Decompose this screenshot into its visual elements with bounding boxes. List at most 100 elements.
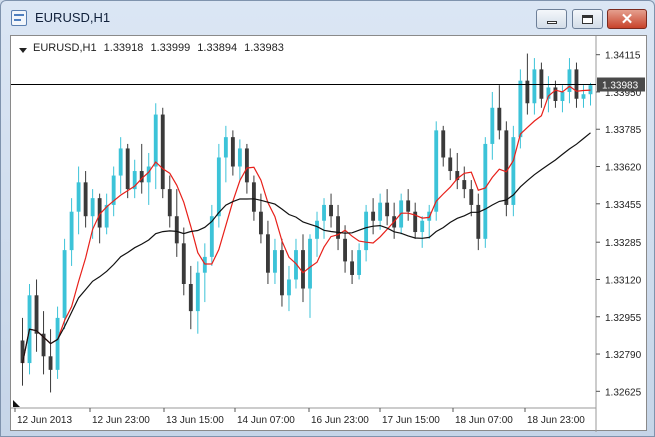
candle-body [230,137,235,167]
slow-moving-average-line [21,132,591,364]
candle-body [308,238,312,289]
candle-body [118,148,123,176]
x-tick-label: 14 Jun 07:00 [237,415,295,426]
candle-body [69,211,74,251]
price-chart[interactable]: 1.34115 1.33950 1.33785 1.33620 1.33455 1.332… [11,36,648,432]
candle-body [111,175,116,205]
candle-body [97,198,102,228]
window-title: EURUSD,H1 [35,10,111,25]
candle-body [329,204,333,217]
candle-body [83,182,88,217]
candle-body [581,94,586,99]
y-tick-label: 1.33950 [605,88,642,99]
y-tick-label: 1.33620 [605,163,642,174]
candle-body [223,137,228,158]
current-price-label: 1.33983 [602,81,639,92]
y-tick-label: 1.33120 [605,275,642,286]
candle-body [209,216,214,257]
candle-body [315,220,319,239]
candle-body [441,130,446,158]
candle-body [90,198,95,217]
candle-body [322,204,326,221]
candle-body [202,256,207,273]
header-low: 1.33894 [197,42,238,54]
candle-body [364,211,369,251]
candle-body [258,211,263,235]
y-tick-label: 1.32625 [605,387,642,398]
candle-body [273,250,277,273]
maximize-button[interactable] [572,9,603,29]
candle-body [385,202,390,217]
header-symbol: EURUSD,H1 [33,42,97,54]
chart-window-icon [11,10,27,26]
maximize-icon [582,14,593,24]
candle-body [287,279,291,296]
close-icon: ✕ [620,10,634,28]
candle-body [146,166,151,183]
y-tick-label: 1.33785 [605,125,642,136]
candle-body [20,340,25,364]
x-tick-label: 17 Jun 15:00 [382,415,440,426]
close-button[interactable]: ✕ [607,9,647,29]
candle-body [525,80,530,104]
candle-body [413,211,418,233]
candle-body [462,180,467,190]
candle-body [104,204,109,228]
candle-body [378,202,383,221]
header-high: 1.33999 [150,42,191,54]
x-tick-label: 13 Jun 15:00 [166,415,224,426]
candle-body [350,261,355,275]
candle-body [357,250,362,275]
current-price-label-bg [597,77,645,92]
candle-body [497,107,502,131]
candle-body [167,189,172,217]
chart-area[interactable]: 1.34115 1.33950 1.33785 1.33620 1.33455 1.332… [10,35,648,432]
minimize-icon [546,20,557,24]
chart-menu-arrow-icon[interactable] [19,48,27,53]
candle-body [41,333,46,357]
candle-body [588,85,593,95]
x-tick-label: 12 Jun 23:00 [92,415,150,426]
candle-body [62,250,67,318]
candle-body [301,250,305,289]
candle-body [567,69,572,92]
x-tick-label: 16 Jun 23:00 [311,415,369,426]
candle-body [188,284,193,312]
candle-body [546,87,551,99]
y-tick-label: 1.32955 [605,313,642,324]
candle-body [266,234,270,273]
candle-body [560,91,565,101]
candle-body [139,171,144,183]
candle-body [174,216,179,244]
y-tick-label: 1.33455 [605,200,642,211]
candle-body [490,107,495,144]
chart-header: EURUSD,H1 1.33918 1.33999 1.33894 1.3398… [33,42,288,54]
candle-body [420,220,425,233]
candle-body [55,317,60,370]
candle-body [532,69,537,104]
candle-body [483,143,488,239]
candle-body [553,87,558,101]
candle-body [455,171,460,181]
candle-body [195,272,200,312]
candle-body [244,148,249,183]
y-tick-label: 1.33285 [605,238,642,249]
candle-body [336,216,340,239]
candle-body [153,114,158,167]
minimize-button[interactable] [536,9,567,29]
candle-body [406,200,411,212]
candle-body [511,137,516,205]
y-tick-label: 1.32790 [605,350,642,361]
title-bar[interactable]: EURUSD,H1 ✕ [1,1,654,35]
candle-body [518,80,523,138]
candle-body [251,182,256,212]
candle-body [181,243,186,284]
header-open: 1.33918 [103,42,144,54]
shift-marker-icon [13,400,20,407]
candle-body [125,148,130,190]
candle-body [237,148,242,167]
candle-body [76,182,81,212]
candle-body [294,250,298,280]
fast-moving-average-line [21,85,591,364]
